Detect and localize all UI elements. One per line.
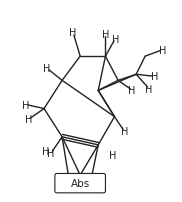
Text: H: H	[25, 115, 32, 125]
Text: H: H	[42, 146, 50, 156]
Text: H: H	[22, 100, 30, 110]
Text: H: H	[120, 126, 128, 137]
Text: H: H	[69, 28, 77, 38]
Text: Abs: Abs	[71, 178, 90, 188]
Text: H: H	[109, 150, 116, 160]
Text: H: H	[112, 35, 119, 44]
FancyBboxPatch shape	[55, 174, 105, 193]
Text: H: H	[43, 64, 51, 74]
Text: H: H	[159, 45, 166, 55]
Text: H: H	[47, 148, 55, 158]
Text: H: H	[145, 84, 153, 94]
Text: H: H	[151, 72, 158, 82]
Text: H: H	[128, 85, 136, 96]
Text: H: H	[102, 29, 109, 39]
